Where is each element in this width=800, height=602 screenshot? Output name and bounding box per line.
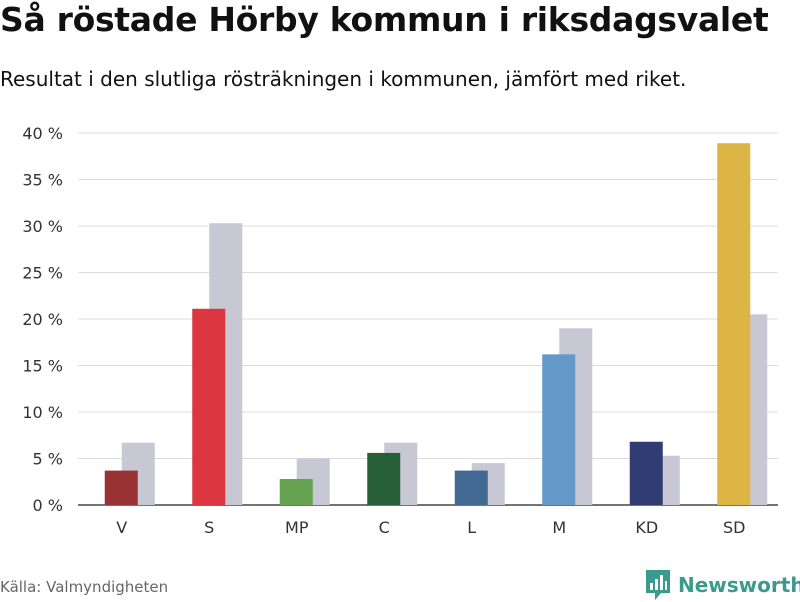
y-tick-label: 35 % (22, 171, 63, 190)
y-tick-label: 20 % (22, 310, 63, 329)
y-tick-label: 25 % (22, 264, 63, 283)
x-tick-label: SD (723, 518, 745, 537)
y-tick-label: 10 % (22, 403, 63, 422)
y-tick-label: 30 % (22, 217, 63, 236)
bar-horby-v (104, 470, 138, 505)
brand-logo[interactable]: Newsworthy (644, 568, 800, 602)
brand-name: Newsworthy (678, 573, 800, 597)
bar-chart-logo-icon (646, 570, 670, 600)
chart-subtitle: Resultat i den slutliga rösträkningen i … (0, 67, 687, 91)
x-tick-label: KD (635, 518, 658, 537)
source-note: Källa: Valmyndigheten (0, 578, 169, 596)
bar-horby-sd (717, 143, 751, 506)
gridlines (78, 132, 778, 506)
x-tick-label: S (204, 518, 214, 537)
x-tick-label: MP (285, 518, 309, 537)
x-tick-label: V (116, 518, 127, 537)
bar-horby-m (542, 354, 576, 505)
bar-horby-c (367, 452, 401, 505)
bar-horby-l (454, 470, 488, 505)
x-tick-label: C (379, 518, 390, 537)
x-tick-label: M (552, 518, 566, 537)
tick-labels: 0 % 5 % 10 % 15 % 20 % 25 % 30 % 35 % 40 % V S MP C L… (22, 124, 745, 537)
x-tick-label: L (467, 518, 476, 537)
bars (104, 143, 768, 506)
y-tick-label: 40 % (22, 124, 63, 143)
chart-title: Så röstade Hörby kommun i riksdagsvalet (0, 0, 769, 39)
y-tick-label: 15 % (22, 357, 63, 376)
y-tick-label: 5 % (33, 450, 63, 469)
y-tick-label: 0 % (33, 496, 63, 515)
bar-horby-s (192, 308, 226, 505)
bar-horby-mp (279, 478, 313, 505)
bar-horby-kd (629, 441, 663, 505)
